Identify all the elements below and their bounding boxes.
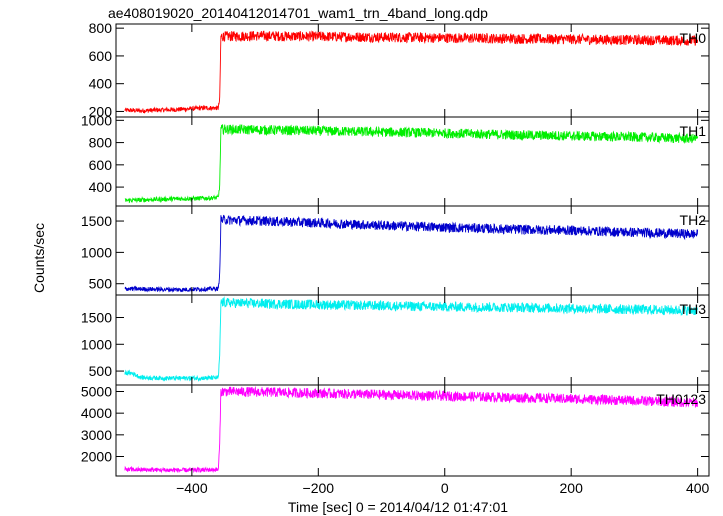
x-tick-label: −400 (176, 480, 208, 496)
panel-label-th3: TH3 (680, 301, 707, 317)
series-line-th0123 (124, 385, 699, 474)
y-tick-label: 600 (89, 157, 113, 173)
x-tick-label: 400 (686, 480, 710, 496)
y-tick-label: 500 (89, 363, 113, 379)
y-tick-label: 2000 (81, 449, 112, 465)
y-tick-label: 5000 (81, 384, 112, 400)
series-line-th3 (124, 296, 699, 383)
y-tick-label: 400 (89, 179, 113, 195)
x-tick-label: −200 (303, 480, 335, 496)
series-line-th1 (124, 123, 699, 204)
y-tick-label: 200 (89, 103, 113, 119)
panel-th3: 500 1000 1500 TH3 (81, 294, 710, 386)
y-tick-label: 3000 (81, 427, 112, 443)
y-tick-label: 500 (89, 276, 113, 292)
series-line-th2 (124, 214, 699, 293)
y-tick-label: 400 (89, 76, 113, 92)
y-tick-label: 800 (89, 135, 113, 151)
panel-label-th1: TH1 (680, 123, 707, 139)
y-tick-label: 1000 (81, 336, 112, 352)
x-tick-label: 200 (560, 480, 584, 496)
y-tick-label: 1000 (81, 244, 112, 260)
y-tick-label: 1500 (81, 213, 112, 229)
x-tick-label: 0 (441, 480, 449, 496)
y-tick-label: 800 (89, 20, 113, 36)
y-tick-label: 600 (89, 48, 113, 64)
series-line-th0 (124, 30, 699, 114)
panel-label-th0: TH0 (680, 30, 707, 46)
y-tick-label: 1500 (81, 310, 112, 326)
panel-th0: 200 400 600 800 TH0 (89, 20, 710, 119)
y-tick-label: 1000 (81, 112, 112, 128)
panel-frame (115, 205, 710, 296)
panel-label-th0123: TH0123 (656, 391, 706, 407)
x-axis-label: Time [sec] 0 = 2014/04/12 01:47:01 (288, 499, 508, 515)
chart-title: ae408019020_20140412014701_wam1_trn_4ban… (108, 5, 488, 21)
panel-frame (115, 384, 710, 477)
panel-label-th2: TH2 (680, 212, 707, 228)
y-tick-label: 4000 (81, 405, 112, 421)
panel-th0123: 2000 3000 4000 5000 TH0123 (81, 384, 710, 477)
panel-th2: 500 1000 1500 TH2 (81, 205, 710, 296)
panel-th1: 400 600 800 1000 TH1 (81, 112, 710, 207)
y-axis-label: Counts/sec (31, 223, 47, 293)
